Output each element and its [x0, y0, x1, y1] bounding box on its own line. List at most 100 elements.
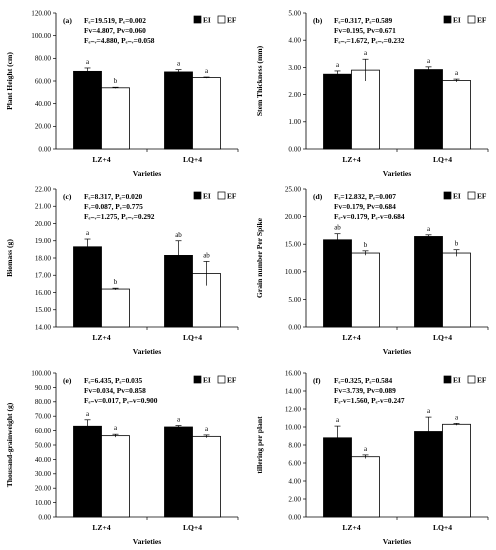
stat-line: Fₑ=0.325, Pₑ=0.584 — [334, 376, 393, 385]
y-tick-label: 0.00 — [38, 513, 51, 521]
stat-line: Fv=0.179, Pv=0.684 — [334, 202, 396, 211]
legend-swatch-ei — [443, 375, 452, 384]
y-axis-title: tillering per plant — [255, 416, 264, 474]
chart-panel: 0.00 10.00 20.00 30.00 40.00 50.00 60.00 70.00 8… — [5, 369, 239, 546]
x-tick-label: LQ+4 — [183, 155, 202, 164]
legend-swatch-ei — [193, 191, 202, 200]
y-tick-label: 8.00 — [288, 441, 301, 449]
bar-ei — [73, 246, 102, 328]
y-tick-label: 22.00 — [35, 185, 52, 193]
y-tick-label: 60.00 — [35, 427, 52, 435]
y-tick-label: 3.00 — [288, 64, 301, 72]
y-tick-label: 40.00 — [35, 456, 52, 464]
x-axis-title: Varieties — [133, 169, 161, 178]
significance-label: a — [114, 424, 118, 432]
x-tick-label: LQ+4 — [433, 523, 452, 532]
significance-label: a — [86, 410, 90, 418]
stat-line: Fₑ₋ᵥ=4.880, Pₑ₋ᵥ=0.058 — [84, 36, 155, 45]
x-tick-label: LZ+4 — [342, 333, 360, 342]
y-tick-label: 16.00 — [285, 369, 302, 377]
bar-ei — [73, 425, 102, 518]
legend-label: EF — [477, 376, 487, 385]
significance-label: a — [86, 58, 90, 66]
chart-panel: 0.00 1.00 2.00 3.00 4.00 5.00 LZ+4 a a LQ+4 a a Vari… — [255, 9, 489, 178]
chart-panel: 0.00 2.00 4.00 6.00 8.00 10.00 12.00 14.00 16.00… — [255, 369, 489, 546]
bar-ef — [351, 456, 380, 518]
y-tick-label: 0.00 — [288, 323, 301, 331]
stat-line: Fv=4.807, Pv=0.060 — [84, 26, 146, 35]
y-tick-label: 12.00 — [285, 405, 302, 413]
panel-letter: (f) — [313, 376, 321, 385]
significance-label: a — [177, 60, 181, 68]
legend-swatch-ei — [193, 375, 202, 384]
legend-swatch-ef — [217, 191, 226, 200]
significance-label: b — [114, 77, 118, 85]
y-tick-label: 90.00 — [35, 384, 52, 392]
panel-letter: (d) — [313, 192, 323, 201]
y-tick-label: 10.00 — [285, 423, 302, 431]
y-tick-label: 10.00 — [35, 499, 52, 507]
legend-swatch-ef — [467, 15, 476, 24]
panel-letter: (c) — [63, 192, 72, 201]
y-tick-label: 2.00 — [288, 495, 301, 503]
significance-label: a — [427, 57, 431, 65]
significance-label: ab — [175, 231, 182, 239]
significance-label: a — [455, 413, 459, 421]
bar-ei — [164, 71, 193, 150]
significance-label: a — [364, 49, 368, 57]
y-tick-label: 14.00 — [285, 387, 302, 395]
stat-line: Fᵥ=0.087, Pᵥ=0.775 — [84, 202, 143, 211]
y-tick-label: 4.00 — [288, 37, 301, 45]
y-tick-label: 120.00 — [31, 9, 51, 17]
y-tick-label: 80.00 — [35, 398, 52, 406]
y-tick-label: 5.00 — [288, 296, 301, 304]
y-tick-label: 17.00 — [35, 272, 52, 280]
x-axis-title: Varieties — [133, 537, 161, 546]
bar-ef — [351, 69, 380, 150]
legend-swatch-ef — [217, 15, 226, 24]
y-tick-label: 4.00 — [288, 477, 301, 485]
panel-letter: (e) — [63, 376, 72, 385]
y-tick-label: 100.00 — [31, 369, 51, 377]
bar-ef — [351, 252, 380, 328]
significance-label: a — [336, 61, 340, 69]
stat-line: Fₑ-v=1.560, Pₑ-v=0.247 — [334, 396, 405, 405]
y-axis-title: Grain number Per Spike — [255, 217, 264, 298]
bar-ei — [414, 236, 443, 328]
legend-label: EI — [203, 16, 211, 25]
stat-line: Fₑ=0.317, Pₑ=0.589 — [334, 16, 393, 25]
x-tick-label: LQ+4 — [183, 523, 202, 532]
bar-ei — [73, 70, 102, 150]
y-tick-label: 20.00 — [35, 123, 52, 131]
y-tick-label: 1.00 — [288, 118, 301, 126]
stat-line: Fₑ=12.832, Pₑ=0.007 — [334, 192, 396, 201]
stat-line: Fₑ=19.519, Pₑ=0.002 — [84, 16, 146, 25]
x-axis-title: Varieties — [383, 347, 411, 356]
y-tick-label: 30.00 — [35, 470, 52, 478]
bar-ei — [414, 69, 443, 150]
bar-ef — [101, 288, 130, 328]
y-tick-label: 21.00 — [35, 203, 52, 211]
significance-label: a — [427, 407, 431, 415]
x-tick-label: LQ+4 — [433, 333, 452, 342]
stat-line: Fₑ-v=0.179, Pₑ-v=0.684 — [334, 212, 405, 221]
significance-label: b — [455, 240, 459, 248]
y-tick-label: 60.00 — [35, 77, 52, 85]
significance-label: b — [364, 241, 368, 249]
significance-label: b — [114, 278, 118, 286]
y-axis-title: Biomass (g) — [5, 239, 14, 277]
x-tick-label: LQ+4 — [183, 333, 202, 342]
x-tick-label: LQ+4 — [433, 155, 452, 164]
legend-label: EI — [453, 376, 461, 385]
panel-letter: (a) — [63, 16, 72, 25]
y-tick-label: 6.00 — [288, 459, 301, 467]
significance-label: a — [205, 67, 209, 75]
significance-label: ab — [203, 251, 210, 259]
bar-ei — [323, 437, 352, 518]
y-axis-title: Thousand-grainweight (g) — [5, 402, 14, 487]
stat-line: Fₑ₋v=0.017, Pₑ₋v=0.900 — [84, 396, 158, 405]
legend-label: EF — [477, 192, 487, 201]
significance-label: a — [86, 229, 90, 237]
significance-label: a — [336, 416, 340, 424]
